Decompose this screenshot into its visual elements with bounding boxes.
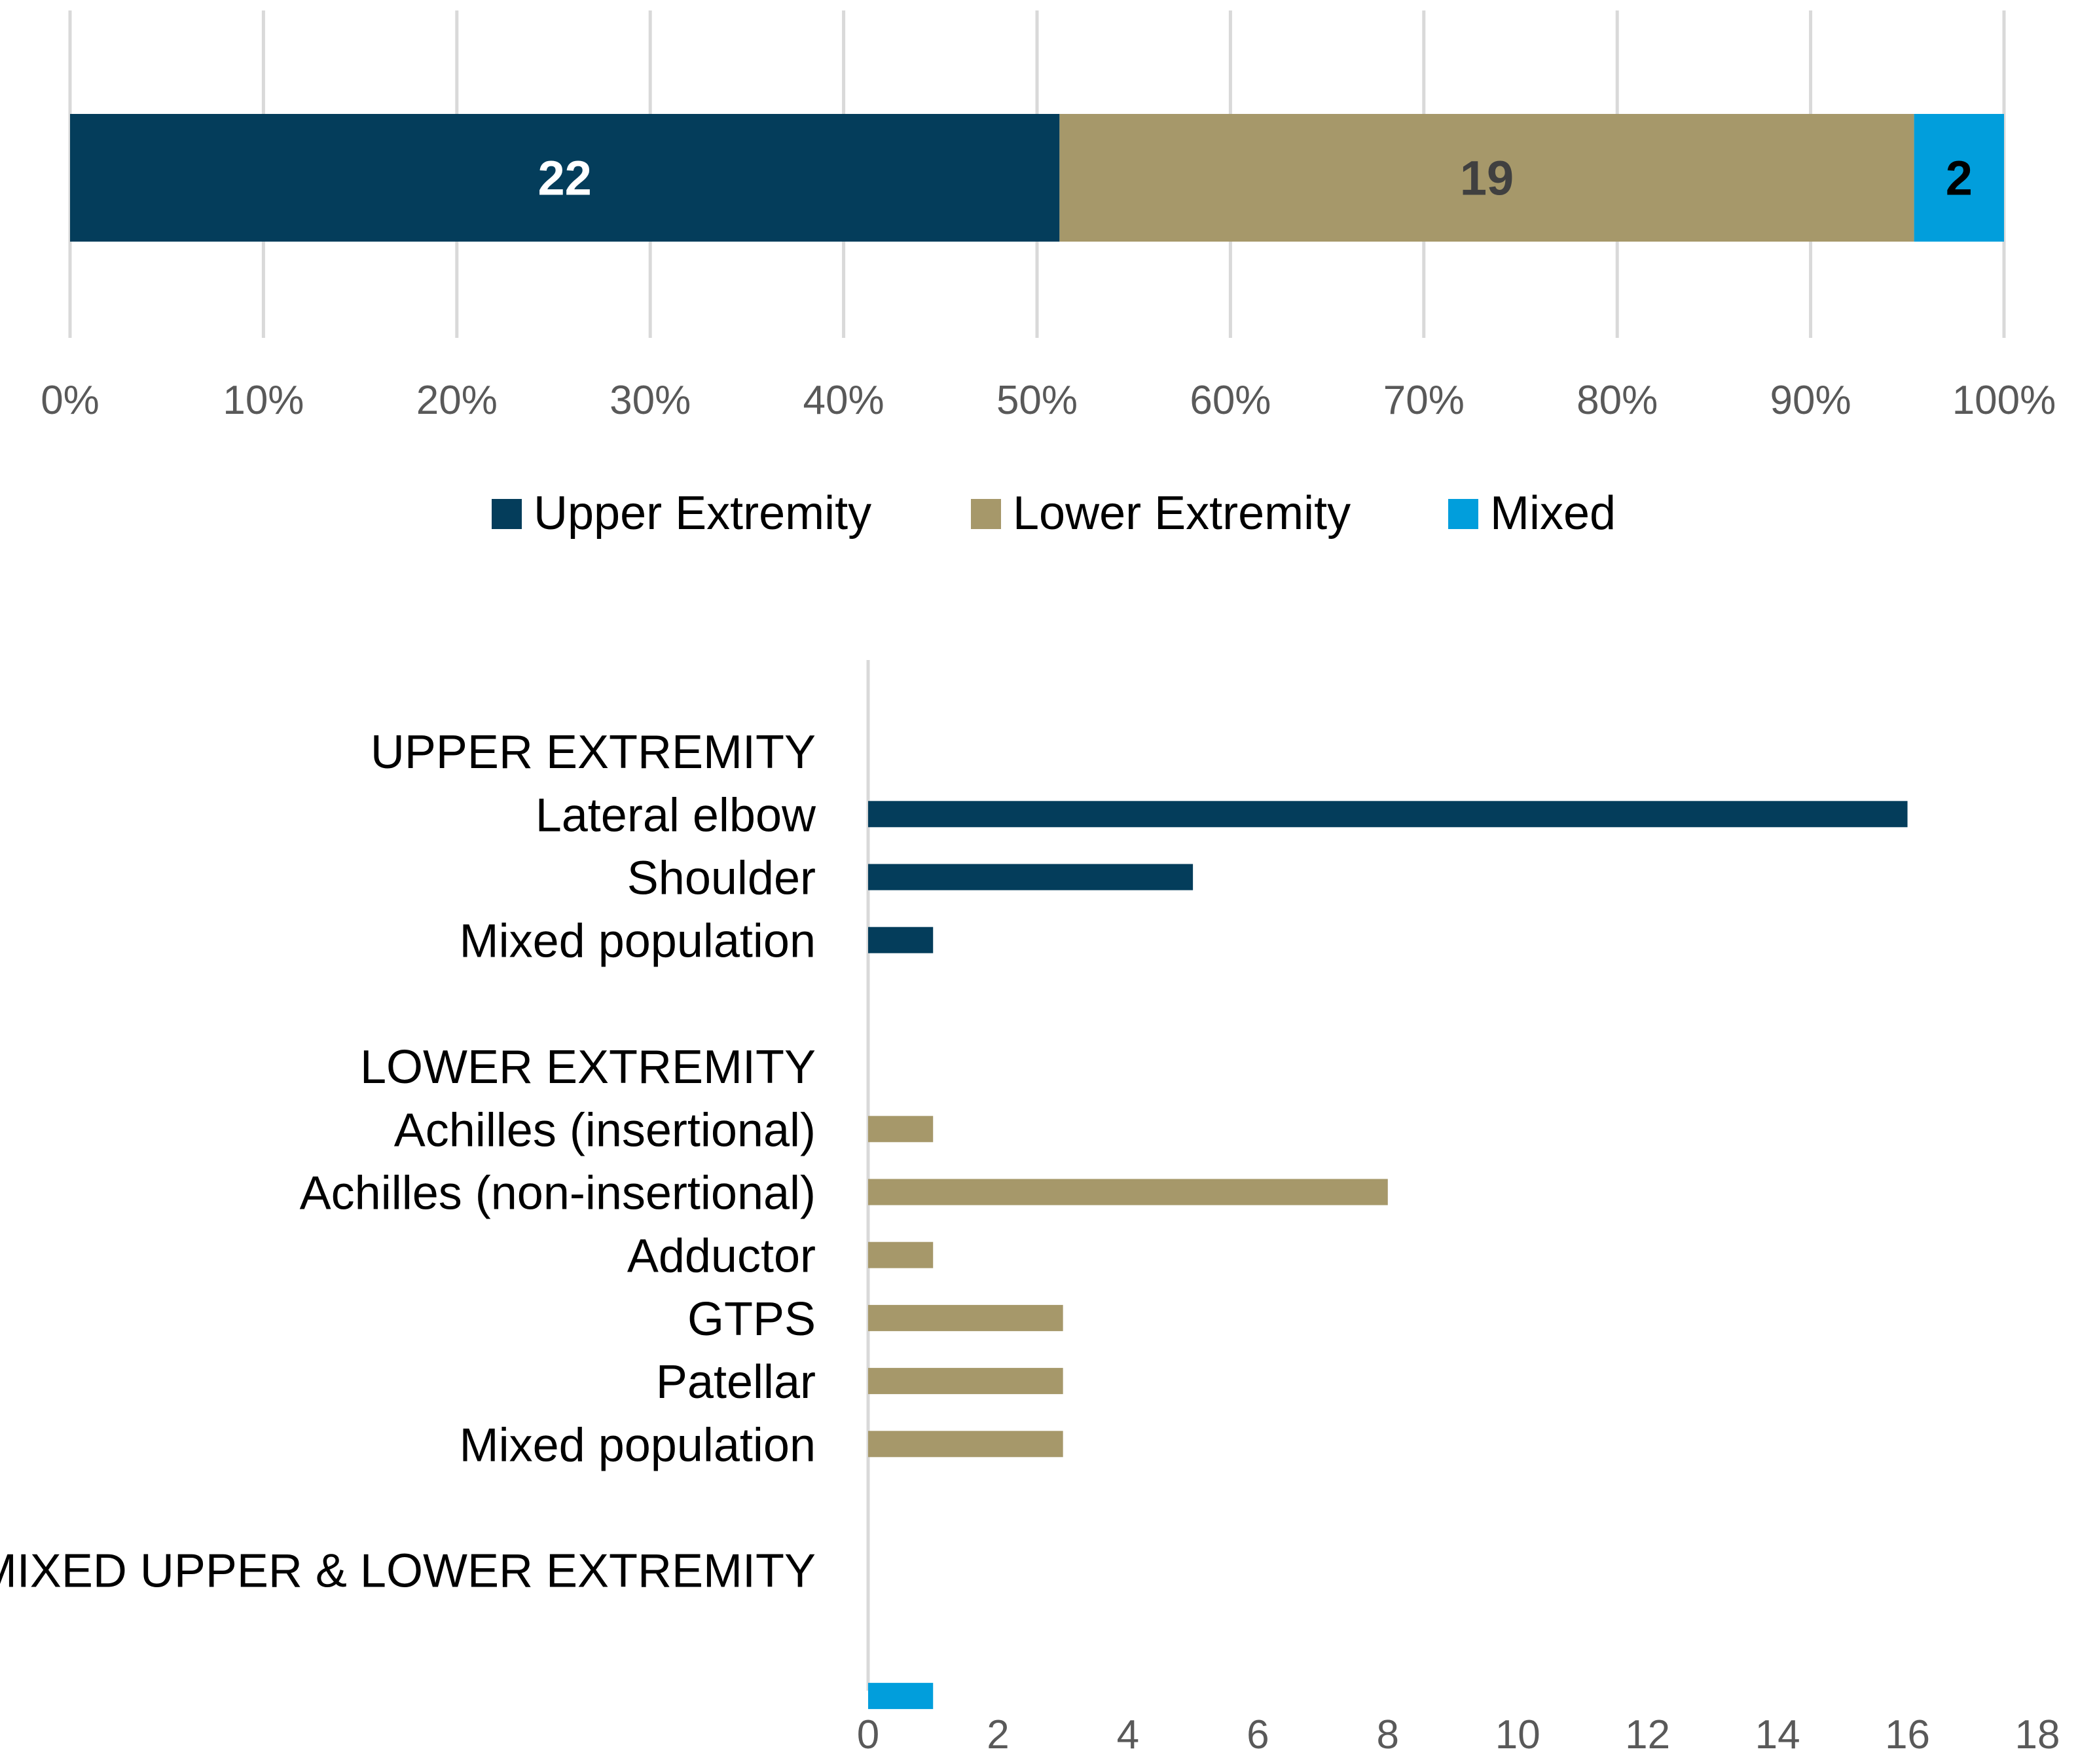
category-label: Mixed population	[460, 915, 816, 968]
category-label: Lateral elbow	[536, 789, 816, 841]
bar	[868, 1304, 1063, 1331]
bar	[868, 864, 1194, 891]
x-tick-label: 2	[987, 1712, 1009, 1757]
bar	[868, 1431, 1063, 1458]
x-tick-label: 4	[1117, 1712, 1139, 1757]
x-tick-label: 18	[2015, 1712, 2060, 1757]
x-tick-label: 10%	[223, 378, 304, 423]
category-label: MIXED UPPER & LOWER EXTREMITY	[0, 1545, 816, 1598]
x-tick-label: 12	[1625, 1712, 1670, 1757]
bar	[868, 1368, 1063, 1395]
category-label: GTPS	[687, 1293, 816, 1346]
bar	[868, 1179, 1388, 1205]
bar	[868, 1116, 934, 1143]
category-label: Achilles (non-insertional)	[300, 1167, 816, 1220]
x-tick-label: 16	[1885, 1712, 1930, 1757]
category-label: Shoulder	[627, 853, 816, 905]
bar-segment	[1059, 114, 1914, 242]
chart-legend: Upper Extremity Lower Extremity Mixed	[492, 487, 1616, 540]
x-tick-label: 50%	[996, 378, 1078, 423]
category-label: Patellar	[656, 1356, 816, 1408]
x-tick-label: 6	[1247, 1712, 1269, 1757]
x-tick-label: 30%	[610, 378, 691, 423]
x-tick-label: 14	[1755, 1712, 1800, 1757]
x-tick-label: 40%	[803, 378, 884, 423]
x-tick-label: 80%	[1577, 378, 1658, 423]
data-label: 19	[1460, 151, 1514, 206]
bar-segment	[1914, 114, 2004, 242]
category-label: Adductor	[627, 1230, 816, 1283]
legend-swatch	[492, 499, 522, 529]
bar	[868, 1683, 934, 1710]
x-tick-label: 0%	[41, 378, 100, 423]
stacked-percent-bar-chart: 0% 10% 20% 30% 40% 50% 60% 70% 80% 90% 100% 22 19 2	[41, 10, 2056, 423]
legend-label: Upper Extremity	[534, 487, 871, 540]
data-label: 22	[538, 151, 592, 206]
bar	[868, 927, 934, 953]
data-label: 2	[1946, 151, 1973, 206]
x-tick-label: 90%	[1770, 378, 1851, 423]
x-tick-label: 70%	[1383, 378, 1465, 423]
category-label: Achilles (insertional)	[394, 1104, 816, 1156]
x-tick-label: 10	[1495, 1712, 1540, 1757]
bar	[868, 1241, 934, 1268]
bar-segment	[70, 114, 1060, 242]
legend-swatch	[1448, 499, 1478, 529]
bar	[868, 801, 1908, 828]
x-tick-label: 20%	[416, 378, 498, 423]
legend-label: Mixed	[1490, 487, 1616, 540]
legend-swatch	[971, 499, 1001, 529]
x-tick-label: 100%	[1952, 378, 2056, 423]
x-tick-label: 8	[1377, 1712, 1399, 1757]
x-tick-label: 0	[857, 1712, 879, 1757]
tendinopathy-region-bar-chart: 0 2 4 6 8 10 12 14 16 18 UPPER EXTREMITY Lateral el…	[0, 660, 2060, 1757]
category-label: UPPER EXTREMITY	[371, 726, 816, 779]
legend-label: Lower Extremity	[1013, 487, 1351, 540]
category-label: Mixed population	[460, 1419, 816, 1471]
category-label: LOWER EXTREMITY	[360, 1041, 816, 1093]
x-tick-label: 60%	[1190, 378, 1271, 423]
